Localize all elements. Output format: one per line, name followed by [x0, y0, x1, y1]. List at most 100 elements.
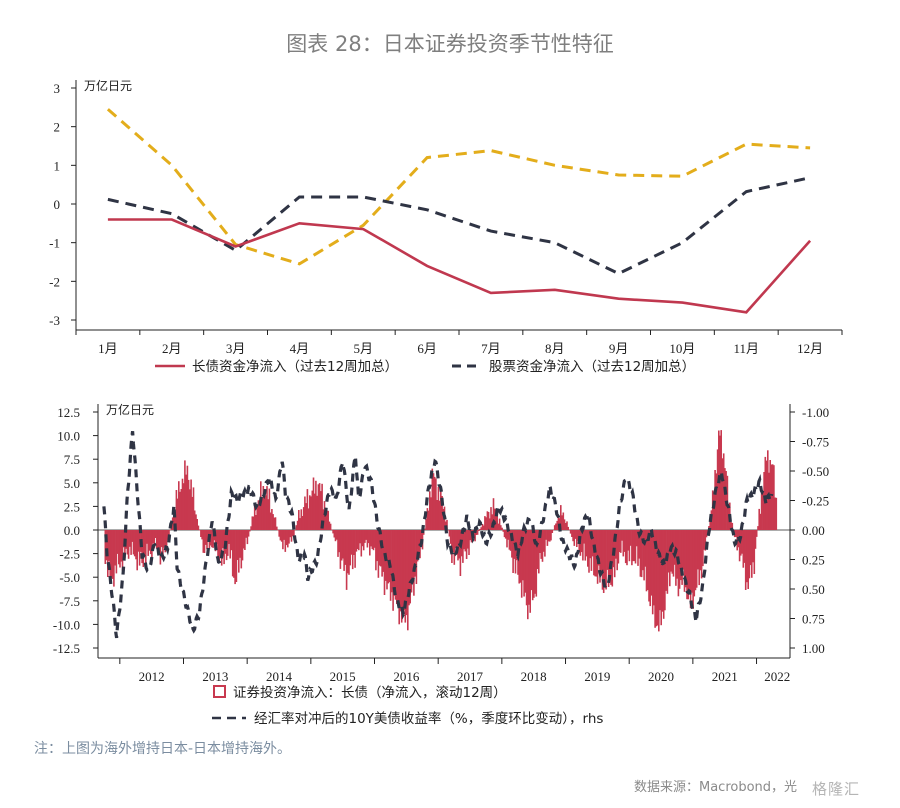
chart2-bar [249, 530, 251, 532]
chart2-bar [452, 530, 454, 553]
chart2-bar [598, 530, 600, 566]
chart2-bar [773, 465, 775, 530]
chart2-bar [607, 530, 610, 587]
chart2-bar [197, 525, 200, 530]
chart2-bar [418, 530, 420, 558]
chart2-bar [234, 530, 236, 585]
chart2-bar [356, 530, 359, 549]
chart2-left-tick-label: 5.0 [64, 476, 80, 491]
chart2-bar [617, 530, 620, 564]
chart2-bar [430, 497, 432, 530]
chart2-bar [555, 523, 557, 530]
chart2-bar [189, 489, 191, 530]
chart2-bar [289, 530, 291, 538]
chart2-bar [528, 530, 530, 605]
chart2-bar [536, 530, 539, 569]
chart2-bar [605, 530, 607, 590]
chart2-bar [351, 530, 354, 570]
chart2-bar [676, 530, 678, 579]
chart2-bar [305, 503, 307, 530]
chart2-bar [119, 530, 121, 568]
chart2-bar [219, 530, 222, 559]
chart2-bar [126, 530, 129, 555]
chart2-bar [463, 530, 465, 550]
chart2-bar [151, 530, 153, 557]
chart2-bar [222, 530, 224, 549]
chart1-y-tick-label: 0 [54, 197, 61, 212]
chart2-bar [621, 530, 623, 541]
chart2-bar [229, 530, 231, 559]
chart2-bar [427, 510, 430, 530]
chart2-bar [525, 530, 528, 606]
chart2-bar [743, 530, 746, 563]
chart2-bar [387, 530, 389, 584]
chart2-bar [327, 510, 329, 530]
chart2-bar [673, 530, 676, 565]
chart2-bar [156, 530, 158, 549]
chart2-bar [435, 478, 437, 530]
chart2-bar [553, 525, 556, 530]
chart2-bar [512, 530, 514, 573]
chart2-bar [725, 471, 727, 530]
chart2-bar [178, 481, 180, 530]
chart2-bar [576, 530, 578, 547]
chart2-bar [409, 530, 411, 604]
chart1-x-tick-label: 5月 [353, 341, 373, 356]
chart2-bar [462, 530, 464, 563]
chart2-bar [364, 530, 366, 543]
chart2-bar [398, 530, 400, 625]
chart2-bar [643, 530, 645, 581]
chart2-bar [546, 530, 549, 546]
chart2-bar [600, 530, 602, 575]
chart1-series-line [107, 176, 811, 276]
chart2-bar [295, 525, 298, 530]
chart2-bar [448, 530, 451, 537]
page-title: 图表 28：日本证券投资季节性特征 [286, 32, 614, 56]
chart2-bar [397, 530, 399, 602]
chart2-bar [587, 530, 589, 567]
chart2-bar [514, 530, 517, 574]
chart2-bar [667, 530, 670, 573]
chart1-x-tick-label: 1月 [98, 341, 118, 356]
chart2-bar [411, 530, 414, 584]
chart2-bar [595, 530, 598, 577]
chart2-bar [239, 530, 241, 558]
chart2-bar [328, 521, 331, 530]
chart2-bar [355, 530, 358, 552]
chart2-bar [489, 518, 491, 530]
chart2-bar [322, 509, 325, 530]
chart2-bar [336, 530, 338, 540]
chart2-bar [273, 517, 276, 530]
chart2-bar [132, 530, 135, 555]
chart2-bar [238, 530, 240, 573]
chart2-bar [480, 527, 482, 530]
chart2-bar [681, 530, 683, 585]
chart2-bar [274, 517, 277, 530]
chart2-bar [753, 530, 756, 574]
chart1-unit-label: 万亿日元 [84, 78, 132, 93]
chart2-bar [332, 530, 334, 534]
chart2-bar [508, 530, 511, 550]
chart2-bar [623, 530, 626, 552]
chart2-left-tick-label: 0.0 [64, 523, 80, 538]
chart2-bar [628, 530, 631, 562]
chart2-bar [523, 530, 525, 597]
chart2-bar [534, 530, 536, 594]
chart2-bar [557, 516, 560, 530]
chart2-unit-label: 万亿日元 [106, 402, 154, 417]
chart2-bar-series [104, 430, 778, 632]
chart2-bar [110, 530, 113, 578]
chart2-bar [577, 530, 579, 541]
chart2-bar [348, 530, 350, 575]
chart2-bar [591, 530, 594, 557]
chart2-bar [136, 530, 138, 571]
chart2-bar [492, 498, 495, 530]
chart2-bar [531, 530, 534, 601]
chart2-bar [143, 530, 146, 557]
chart2-x-tick-label: 2013 [202, 669, 228, 684]
chart2-bar [381, 530, 383, 577]
chart2-left-tick-label: 2.5 [64, 499, 80, 514]
chart2-bar [316, 495, 318, 530]
chart2-bar [731, 522, 734, 530]
chart2-bar [563, 519, 566, 530]
